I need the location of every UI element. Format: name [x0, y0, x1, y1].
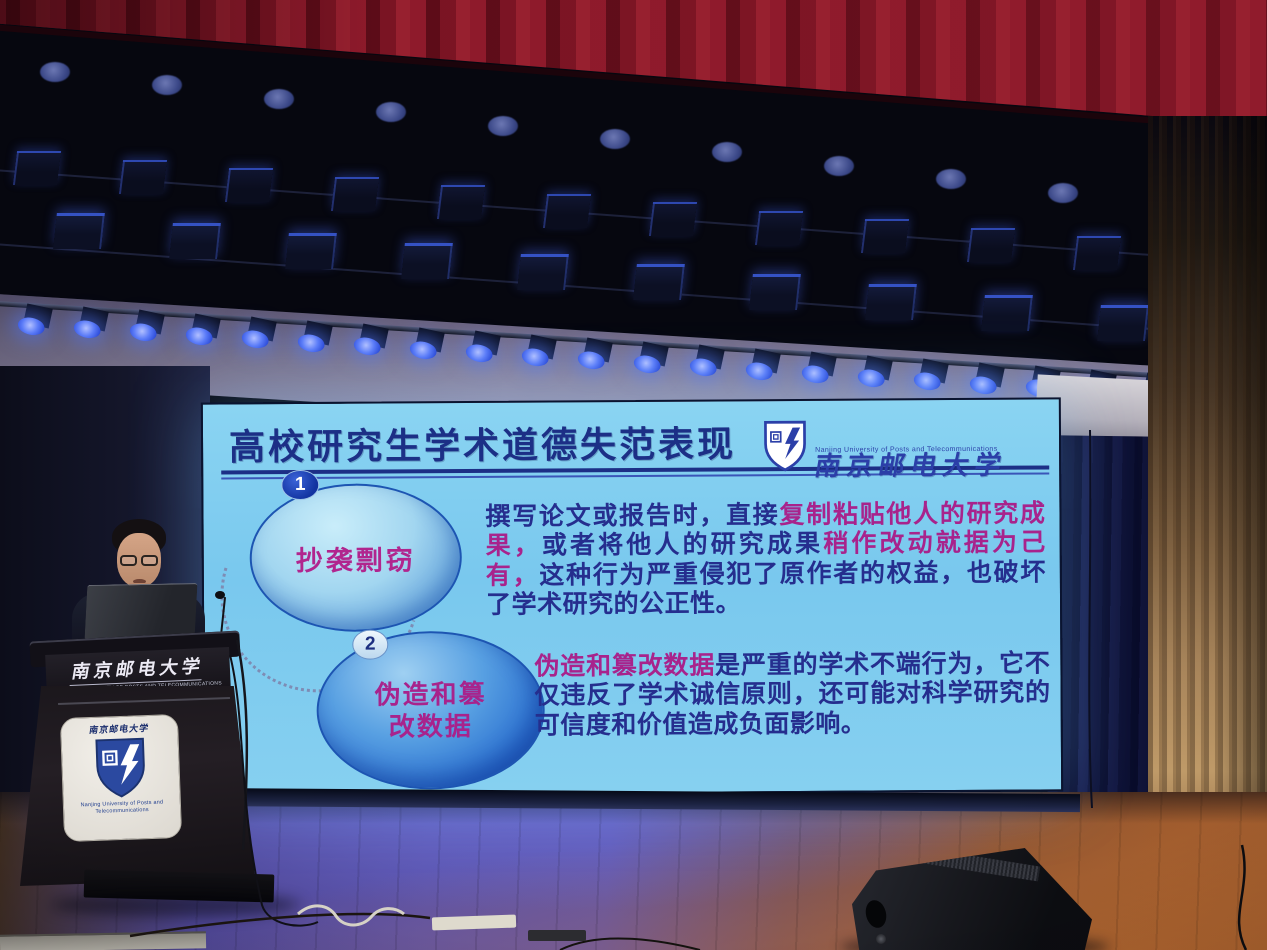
ceiling-light-icon [936, 169, 966, 190]
podium-logo-panel: 南京邮电大学 Nanjing University of Posts and T… [59, 713, 183, 843]
slide-university-logo: 南京邮电大学 Nanjing University of Posts and T… [763, 415, 1053, 481]
ceiling-light-icon [40, 61, 70, 82]
university-crest-icon [94, 736, 148, 800]
presenter-mouth [133, 579, 146, 584]
ceiling-light-icon [152, 75, 182, 96]
ceiling-light-icon [264, 88, 294, 109]
projection-screen: 高校研究生学术道德失范表现 南京邮电大学 Nanjing University … [200, 397, 1064, 797]
speaker-connector [876, 934, 886, 944]
glasses-icon [141, 555, 158, 566]
ceiling-light-icon [376, 102, 406, 123]
microphone-icon [215, 591, 225, 599]
wood-side-wall [1148, 116, 1267, 878]
ceiling-light-icon [488, 115, 518, 136]
ceiling-light-icon [600, 129, 630, 149]
presenter-face [117, 533, 161, 587]
glasses-icon [120, 555, 137, 566]
ceiling-light-icon [824, 155, 854, 176]
ceiling-light-icon [1048, 182, 1078, 203]
university-crest-icon [763, 420, 807, 472]
ceiling-light-icon [712, 142, 742, 163]
podium-shadow [50, 893, 300, 917]
